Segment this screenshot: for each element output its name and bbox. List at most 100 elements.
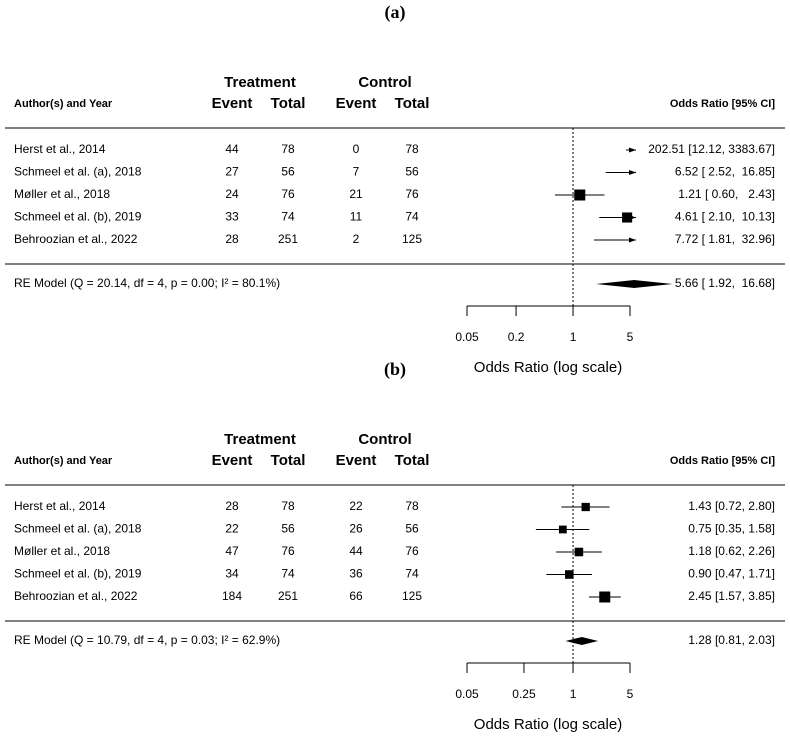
table-cell: 78: [405, 142, 419, 156]
table-cell: 76: [405, 187, 419, 201]
study-name: Schmeel et al. (a), 2018: [14, 522, 142, 536]
table-cell: 22: [349, 499, 363, 513]
table-cell: 28: [225, 499, 239, 513]
effect-label: 1.18 [0.62, 2.26]: [688, 544, 775, 558]
header-column: Total: [395, 452, 430, 469]
x-tick-label: 5: [627, 330, 634, 344]
study-name: Schmeel et al. (b), 2019: [14, 210, 142, 224]
table-cell: 74: [405, 567, 419, 581]
effect-label: 7.72 [ 1.81, 32.96]: [675, 232, 775, 246]
effect-label: 6.52 [ 2.52, 16.85]: [675, 165, 775, 179]
table-cell: 21: [349, 187, 363, 201]
table-cell: 47: [225, 544, 239, 558]
ci-arrow: [629, 237, 636, 243]
point-estimate: [574, 547, 584, 557]
table-cell: 76: [405, 544, 419, 558]
header-treatment: Treatment: [224, 74, 296, 91]
header-column: Event: [212, 95, 253, 112]
table-cell: 33: [225, 210, 239, 224]
effect-label: 1.43 [0.72, 2.80]: [688, 499, 775, 513]
effect-label: 1.21 [ 0.60, 2.43]: [678, 187, 775, 201]
panel-label: (a): [385, 2, 406, 23]
table-cell: 74: [281, 210, 295, 224]
table-cell: 251: [278, 232, 298, 246]
table-cell: 36: [349, 567, 363, 581]
table-cell: 28: [225, 232, 239, 246]
study-name: Schmeel et al. (a), 2018: [14, 165, 142, 179]
header-study: Author(s) and Year: [14, 98, 113, 110]
table-cell: 56: [281, 522, 295, 536]
table-cell: 56: [405, 522, 419, 536]
study-name: Møller et al., 2018: [14, 187, 110, 201]
effect-label: 0.90 [0.47, 1.71]: [688, 567, 775, 581]
table-cell: 76: [281, 187, 295, 201]
effect-label: 2.45 [1.57, 3.85]: [688, 589, 775, 603]
summary-effect-label: 5.66 [ 1.92, 16.68]: [675, 276, 775, 290]
table-cell: 125: [402, 232, 422, 246]
table-cell: 78: [405, 499, 419, 513]
study-name: Herst et al., 2014: [14, 142, 106, 156]
table-cell: 56: [281, 165, 295, 179]
study-name: Behroozian et al., 2022: [14, 232, 138, 246]
table-cell: 44: [349, 544, 363, 558]
point-estimate: [622, 212, 633, 223]
effect-label: 202.51 [12.12, 3383.67]: [648, 142, 775, 156]
point-estimate: [574, 189, 586, 201]
table-cell: 251: [278, 589, 298, 603]
table-cell: 34: [225, 567, 239, 581]
table-cell: 44: [225, 142, 239, 156]
x-tick-label: 1: [570, 330, 577, 344]
table-cell: 22: [225, 522, 239, 536]
header-column: Total: [271, 95, 306, 112]
summary-label: RE Model (Q = 10.79, df = 4, p = 0.03; I…: [14, 633, 280, 647]
point-estimate: [565, 570, 574, 579]
header-control: Control: [358, 431, 411, 448]
table-cell: 0: [353, 142, 360, 156]
table-cell: 56: [405, 165, 419, 179]
table-cell: 24: [225, 187, 239, 201]
table-cell: 2: [353, 232, 360, 246]
header-column: Total: [395, 95, 430, 112]
study-name: Herst et al., 2014: [14, 499, 106, 513]
table-cell: 74: [405, 210, 419, 224]
study-name: Schmeel et al. (b), 2019: [14, 567, 142, 581]
x-tick-label: 0.25: [512, 687, 536, 701]
point-estimate: [581, 502, 590, 512]
table-cell: 125: [402, 589, 422, 603]
table-cell: 7: [353, 165, 360, 179]
effect-label: 0.75 [0.35, 1.58]: [688, 522, 775, 536]
x-tick-label: 0.05: [455, 330, 479, 344]
x-tick-label: 1: [570, 687, 577, 701]
header-control: Control: [358, 74, 411, 91]
ci-arrow: [629, 170, 636, 175]
x-axis-label: Odds Ratio (log scale): [474, 359, 622, 376]
table-cell: 26: [349, 522, 363, 536]
table-cell: 27: [225, 165, 239, 179]
table-cell: 74: [281, 567, 295, 581]
point-estimate: [558, 525, 567, 534]
table-cell: 184: [222, 589, 242, 603]
summary-label: RE Model (Q = 20.14, df = 4, p = 0.00; I…: [14, 276, 280, 290]
point-estimate: [599, 591, 611, 603]
x-tick-label: 0.05: [455, 687, 479, 701]
header-effect: Odds Ratio [95% CI]: [670, 98, 775, 110]
header-study: Author(s) and Year: [14, 455, 113, 467]
header-column: Event: [336, 452, 377, 469]
summary-effect-label: 1.28 [0.81, 2.03]: [688, 633, 775, 647]
panel-label: (b): [384, 359, 406, 380]
table-cell: 11: [350, 210, 363, 224]
x-tick-label: 0.2: [508, 330, 525, 344]
study-name: Møller et al., 2018: [14, 544, 110, 558]
header-effect: Odds Ratio [95% CI]: [670, 455, 775, 467]
table-cell: 78: [281, 142, 295, 156]
header-column: Event: [336, 95, 377, 112]
x-tick-label: 5: [627, 687, 634, 701]
table-cell: 66: [349, 589, 363, 603]
header-column: Event: [212, 452, 253, 469]
table-cell: 78: [281, 499, 295, 513]
study-name: Behroozian et al., 2022: [14, 589, 138, 603]
summary-diamond: [565, 637, 599, 645]
x-axis-label: Odds Ratio (log scale): [474, 716, 622, 733]
header-treatment: Treatment: [224, 431, 296, 448]
